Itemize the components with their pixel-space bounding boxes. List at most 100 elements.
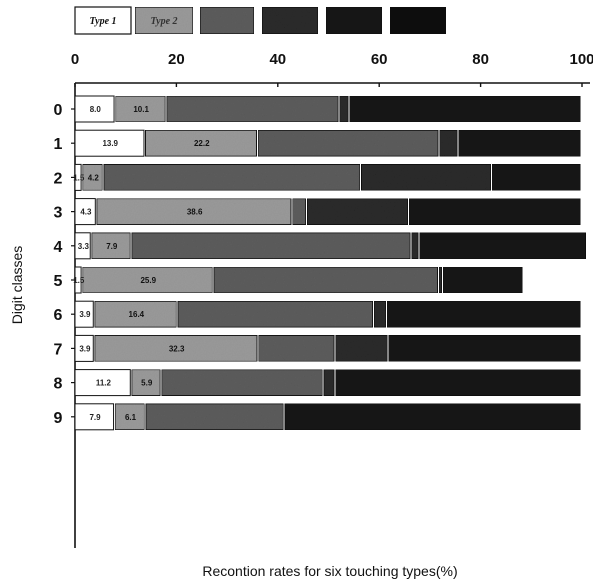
data-label: 6.1 [125, 413, 137, 422]
bar-segment [166, 95, 339, 123]
bar-segment [458, 129, 582, 157]
bar-segment [145, 403, 284, 431]
bar-segment [491, 163, 581, 191]
legend: Type 1 Type 2 [74, 6, 447, 35]
bar-segment [82, 266, 213, 294]
data-label: 3.9 [79, 344, 91, 353]
bar-segment [74, 232, 91, 260]
legend-swatch [389, 6, 447, 35]
bar-segment [144, 129, 258, 157]
bar-segment [258, 334, 335, 362]
data-label: 1.5 [73, 173, 85, 182]
data-label: 1.5 [73, 276, 85, 285]
bar-segment [74, 129, 145, 157]
category-label: 8 [54, 376, 63, 393]
y-axis-title: Digit classes [9, 246, 25, 325]
bar-segment [442, 266, 523, 294]
bar-segment [411, 232, 419, 260]
data-label: 7.9 [89, 413, 101, 422]
y-axis: 0 1 2 3 4 5 6 7 8 9 [54, 83, 76, 548]
bar-segment [335, 334, 388, 362]
data-label: 3.9 [79, 310, 91, 319]
data-label: 4.2 [88, 173, 100, 182]
bar-segment [94, 300, 177, 328]
bar-segment [74, 369, 131, 397]
bars: 8.0 10.113.9 22.21.5 4.24.3 38.63.3 7.91.5 25.… [73, 95, 587, 431]
bar-segment [74, 403, 115, 431]
category-label: 2 [54, 170, 63, 187]
category-label: 9 [54, 410, 63, 427]
bar-segment [94, 334, 258, 362]
data-label: 10.1 [133, 105, 149, 114]
data-label: 5.9 [141, 379, 153, 388]
bar-segment [74, 266, 82, 294]
category-label: 7 [54, 341, 63, 358]
x-tick-label: 40 [269, 51, 286, 68]
bar-segment [74, 163, 82, 191]
bar-segment [131, 232, 411, 260]
data-label: 25.9 [140, 276, 156, 285]
data-label: 13.9 [102, 139, 118, 148]
x-axis-title: Recontion rates for six touching types(%… [202, 563, 457, 579]
data-label: 38.6 [187, 208, 203, 217]
bar-segment [74, 95, 115, 123]
legend-swatch [199, 6, 255, 35]
bar-segment [74, 334, 94, 362]
category-label: 1 [54, 136, 63, 153]
bar-segment [96, 198, 292, 226]
data-label: 22.2 [194, 139, 210, 148]
data-label: 7.9 [106, 242, 118, 251]
bar-segment [115, 95, 166, 123]
bar-segment [74, 198, 96, 226]
bar-segment [438, 266, 443, 294]
legend-swatch [74, 6, 132, 35]
legend-label: Type 1 [89, 16, 116, 27]
legend-swatch [134, 6, 194, 35]
bar-segment [257, 129, 439, 157]
category-label: 5 [54, 273, 63, 290]
bar-segment [388, 334, 582, 362]
bar-segment [213, 266, 439, 294]
bar-segment [408, 198, 581, 226]
bar-segment [131, 369, 161, 397]
bar-segment [114, 403, 145, 431]
legend-swatch [325, 6, 383, 35]
bar-segment [292, 198, 307, 226]
category-label: 6 [54, 307, 63, 324]
bar-segment [82, 163, 103, 191]
data-label: 3.3 [78, 242, 90, 251]
data-label: 16.4 [129, 310, 145, 319]
bar-segment [306, 198, 409, 226]
bar-segment [339, 95, 349, 123]
bar-segment [177, 300, 374, 328]
category-label: 0 [54, 102, 63, 119]
data-label: 4.3 [80, 208, 92, 217]
legend-swatch [261, 6, 319, 35]
bar-segment [373, 300, 387, 328]
x-axis: 0 20 40 60 80 100 [71, 51, 593, 87]
bar-segment [439, 129, 458, 157]
bar-segment [74, 300, 94, 328]
x-tick-label: 0 [71, 51, 79, 68]
x-tick-label: 60 [371, 51, 388, 68]
bar-segment [91, 232, 131, 260]
bar-segment [335, 369, 581, 397]
data-label: 32.3 [169, 344, 185, 353]
bar-segment [323, 369, 335, 397]
data-label: 11.2 [96, 379, 112, 388]
x-tick-label: 20 [168, 51, 185, 68]
bar-segment [103, 163, 361, 191]
bar-segment [349, 95, 581, 123]
data-label: 8.0 [90, 105, 102, 114]
bar-segment [386, 300, 582, 328]
x-tick-label: 100 [569, 51, 593, 68]
x-tick-label: 80 [472, 51, 489, 68]
legend-label: Type 2 [150, 16, 177, 27]
bar-segment [161, 369, 323, 397]
category-label: 3 [54, 205, 63, 222]
bar-segment [284, 403, 581, 431]
bar-segment [419, 232, 587, 260]
bar-segment [360, 163, 492, 191]
category-label: 4 [54, 239, 63, 256]
